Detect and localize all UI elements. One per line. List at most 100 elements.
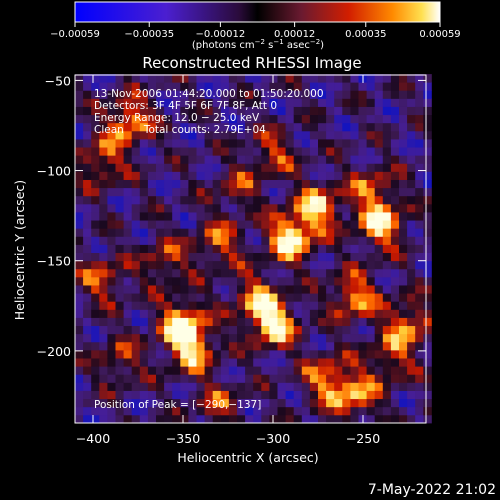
heatmap-cell	[350, 212, 359, 221]
heatmap-cell	[228, 252, 238, 262]
heatmap-cell	[318, 106, 327, 116]
heatmap-cell	[390, 236, 400, 245]
heatmap-cell	[245, 293, 254, 302]
heatmap-cell	[318, 244, 327, 253]
heatmap-cell	[131, 268, 141, 278]
heatmap-cell	[407, 114, 416, 124]
heatmap-cell	[374, 406, 384, 416]
heatmap-cell	[91, 130, 100, 140]
heatmap-cell	[83, 374, 92, 383]
heatmap-cell	[342, 98, 351, 107]
heatmap-cell	[188, 236, 197, 245]
heatmap-cell	[285, 325, 295, 335]
heatmap-cell	[326, 212, 335, 221]
heatmap-cell	[301, 244, 311, 253]
heatmap-cell	[164, 406, 173, 416]
heatmap-cell	[350, 195, 359, 205]
heatmap-cell	[342, 366, 351, 375]
heatmap-cell	[107, 228, 116, 237]
heatmap-cell	[342, 398, 351, 408]
heatmap-cell	[293, 390, 303, 400]
heatmap-cell	[261, 74, 270, 83]
heatmap-cell	[188, 349, 197, 359]
heatmap-cell	[390, 212, 400, 221]
heatmap-cell	[350, 155, 359, 164]
heatmap-cell	[220, 236, 230, 245]
heatmap-cell	[75, 398, 84, 408]
heatmap-cell	[188, 82, 197, 91]
heatmap-cell	[423, 341, 432, 351]
heatmap-cell	[115, 260, 124, 270]
colorbar-tick-label: −0.00059	[50, 29, 100, 40]
heatmap-cell	[196, 398, 205, 408]
heatmap-cell	[180, 366, 189, 375]
heatmap-cell	[309, 139, 319, 148]
heatmap-cell	[309, 374, 319, 383]
heatmap-cell	[285, 106, 295, 116]
heatmap-cell	[261, 301, 270, 310]
heatmap-cell	[253, 163, 262, 172]
heatmap-cell	[245, 349, 254, 359]
heatmap-cell	[131, 228, 141, 237]
heatmap-cell	[293, 90, 303, 99]
heatmap-cell	[83, 147, 92, 156]
heatmap-cell	[180, 212, 189, 221]
heatmap-cell	[91, 341, 100, 351]
heatmap-cell	[261, 90, 270, 99]
heatmap-cell	[358, 366, 367, 375]
heatmap-cell	[390, 122, 400, 132]
heatmap-cell	[253, 309, 262, 318]
heatmap-cell	[83, 82, 92, 91]
heatmap-cell	[277, 309, 286, 318]
heatmap-cell	[285, 358, 295, 367]
heatmap-cell	[172, 82, 181, 91]
heatmap-cell	[131, 114, 141, 124]
heatmap-cell	[196, 268, 205, 278]
heatmap-cell	[245, 276, 254, 286]
heatmap-cell	[269, 366, 278, 375]
heatmap-cell	[318, 301, 327, 310]
heatmap-cell	[253, 349, 262, 359]
heatmap-cell	[147, 406, 157, 416]
heatmap-cell	[75, 130, 84, 140]
heatmap-cell	[342, 252, 351, 262]
heatmap-cell	[172, 349, 181, 359]
heatmap-cell	[423, 260, 432, 270]
heatmap-cell	[277, 349, 286, 359]
heatmap-cell	[75, 382, 84, 391]
heatmap-cell	[253, 228, 262, 237]
heatmap-cell	[156, 374, 165, 383]
heatmap-cell	[83, 114, 92, 124]
heatmap-cell	[285, 301, 295, 310]
heatmap-cell	[382, 106, 392, 116]
heatmap-cell	[228, 301, 238, 310]
heatmap-cell	[293, 122, 303, 132]
heatmap-cell	[269, 130, 278, 140]
heatmap-cell	[245, 74, 254, 83]
heatmap-cell	[220, 333, 230, 343]
heatmap-cell	[326, 179, 335, 189]
heatmap-cell	[115, 203, 124, 213]
heatmap-cell	[147, 212, 157, 221]
heatmap-cell	[220, 276, 230, 286]
heatmap-cell	[382, 195, 392, 205]
heatmap-cell	[156, 236, 165, 245]
heatmap-cell	[156, 139, 165, 148]
heatmap-cell	[228, 390, 238, 400]
heatmap-cell	[107, 382, 116, 391]
heatmap-cell	[261, 195, 270, 205]
heatmap-cell	[269, 333, 278, 343]
heatmap-cell	[423, 366, 432, 375]
heatmap-cell	[196, 187, 205, 197]
heatmap-cell	[309, 244, 319, 253]
heatmap-cell	[358, 179, 367, 189]
heatmap-cell	[139, 228, 149, 237]
heatmap-cell	[269, 114, 278, 124]
heatmap-cell	[156, 317, 165, 327]
heatmap-cell	[237, 293, 246, 302]
heatmap-cell	[423, 195, 432, 205]
heatmap-cell	[139, 309, 149, 318]
heatmap-cell	[374, 366, 384, 375]
heatmap-cell	[212, 82, 222, 91]
heatmap-cell	[366, 309, 376, 318]
